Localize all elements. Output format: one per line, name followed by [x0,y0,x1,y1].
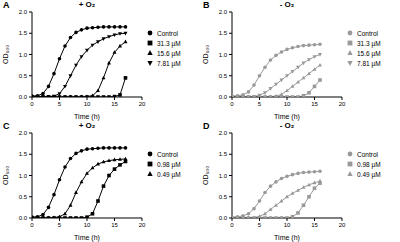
svg-text:20: 20 [139,101,146,107]
html-text:15.6 µM: 15.6 µM [157,49,181,57]
svg-text:1.0: 1.0 [219,52,228,58]
svg-text:0.0: 0.0 [19,215,28,221]
html-text:15.6 µM: 15.6 µM [357,49,381,57]
svg-text:1.0: 1.0 [219,173,228,179]
svg-text:OD₆₀₀: OD₆₀₀ [202,166,209,185]
svg-text:0.0: 0.0 [219,94,228,100]
html-text:- O₂: - O₂ [279,121,295,130]
svg-text:20: 20 [139,222,146,228]
svg-text:2.0: 2.0 [219,9,228,15]
svg-text:1.5: 1.5 [19,151,28,157]
svg-text:Time (h): Time (h) [274,113,300,121]
svg-text:0: 0 [30,101,34,107]
svg-text:15: 15 [111,222,118,228]
svg-text:15: 15 [111,101,118,107]
html-text:A: A [3,0,10,10]
svg-text:0: 0 [30,222,34,228]
svg-text:0.0: 0.0 [219,215,228,221]
svg-text:1.5: 1.5 [219,151,228,157]
svg-text:5: 5 [58,101,62,107]
svg-text:OD₆₀₀: OD₆₀₀ [8,45,9,64]
html-text:7.81 µM: 7.81 µM [357,59,381,67]
svg-text:5: 5 [258,101,262,107]
svg-text:5: 5 [58,222,62,228]
html-text:Control: Control [157,29,178,37]
svg-text:OD₆₀₀: OD₆₀₀ [202,45,209,64]
svg-text:OD₆₀₀: OD₆₀₀ [8,166,9,185]
html-text:0.98 µM: 0.98 µM [157,160,181,168]
html-text:0.49 µM: 0.49 µM [157,170,181,178]
svg-text:20: 20 [339,222,346,228]
svg-text:10: 10 [84,101,91,107]
html-text:D: D [203,121,210,131]
svg-text:15: 15 [311,101,318,107]
svg-text:Time (h): Time (h) [274,234,300,242]
svg-text:0: 0 [230,101,234,107]
html-text:B: B [203,0,210,10]
svg-text:0.5: 0.5 [19,194,28,200]
svg-text:0.5: 0.5 [219,73,228,79]
svg-text:0.5: 0.5 [19,73,28,79]
svg-text:1.0: 1.0 [19,173,28,179]
svg-text:0: 0 [230,222,234,228]
html-text:31.3 µM: 31.3 µM [357,39,381,47]
html-text:- O₂: - O₂ [279,0,295,9]
html-text:0.98 µM: 0.98 µM [357,160,381,168]
html-text:Control: Control [157,150,178,158]
svg-text:0.0: 0.0 [19,94,28,100]
html-text:31.3 µM: 31.3 µM [157,39,181,47]
html-text:C: C [3,121,10,131]
svg-text:20: 20 [339,101,346,107]
svg-text:2.0: 2.0 [19,130,28,136]
svg-text:1.5: 1.5 [219,30,228,36]
svg-text:15: 15 [311,222,318,228]
svg-text:1.0: 1.0 [19,52,28,58]
svg-text:0.5: 0.5 [219,194,228,200]
svg-text:Time (h): Time (h) [74,234,100,242]
html-text:0.49 µM: 0.49 µM [357,170,381,178]
svg-text:2.0: 2.0 [219,130,228,136]
html-text:Control: Control [357,150,378,158]
html-text:Control: Control [357,29,378,37]
svg-text:5: 5 [258,222,262,228]
html-text:7.81 µM: 7.81 µM [157,59,181,67]
svg-text:2.0: 2.0 [19,9,28,15]
svg-text:10: 10 [284,101,291,107]
svg-text:10: 10 [84,222,91,228]
svg-text:Time (h): Time (h) [74,113,100,121]
svg-text:1.5: 1.5 [19,30,28,36]
html-text:+ O₂: + O₂ [78,121,96,130]
html-text:+ O₂: + O₂ [78,0,96,9]
svg-text:10: 10 [284,222,291,228]
